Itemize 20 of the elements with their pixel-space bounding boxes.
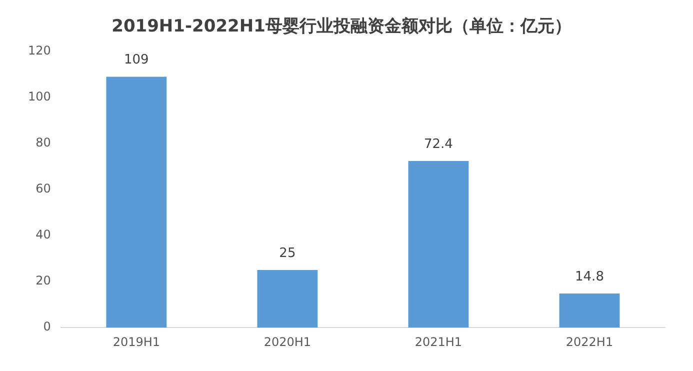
- bar: [257, 270, 318, 328]
- data-label: 72.4: [424, 136, 453, 152]
- bar: [559, 294, 620, 328]
- data-label: 109: [124, 52, 149, 68]
- data-label: 14.8: [575, 269, 604, 284]
- bar: [408, 160, 469, 328]
- y-tick-label: 120: [28, 44, 51, 58]
- y-tick-label: 20: [36, 274, 51, 288]
- data-label: 25: [279, 246, 296, 261]
- x-tick-label: 2019H1: [112, 334, 160, 349]
- y-tick-label: 0: [43, 320, 51, 334]
- y-tick-label: 60: [36, 182, 51, 196]
- x-tick-label: 2022H1: [566, 334, 614, 349]
- x-tick-label: 2020H1: [264, 334, 312, 349]
- bar: [106, 76, 167, 328]
- y-tick-label: 80: [36, 136, 51, 150]
- y-tick-label: 100: [28, 90, 51, 104]
- chart-title: 2019H1-2022H1母婴行业投融资金额对比（单位：亿元）: [112, 16, 572, 37]
- y-tick-label: 40: [36, 228, 51, 242]
- x-tick-label: 2021H1: [414, 334, 462, 349]
